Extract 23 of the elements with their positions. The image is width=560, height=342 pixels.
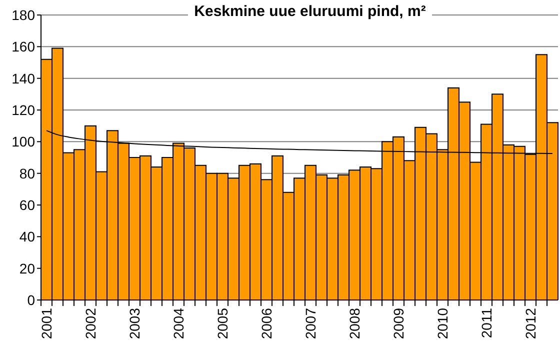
x-tick-label: 2009 <box>390 308 406 340</box>
x-tick-label: 2012 <box>522 308 538 340</box>
x-tick-label: 2003 <box>126 308 142 340</box>
x-tick-label: 2010 <box>434 308 450 340</box>
x-tick-label: 2005 <box>214 308 230 340</box>
x-tick-label: 2006 <box>258 308 274 340</box>
y-tick-label: 40 <box>19 228 36 245</box>
chart-title: Keskmine uue eluruumi pind, m² <box>188 3 432 20</box>
y-tick-label: 20 <box>19 260 36 276</box>
y-tick-label: 160 <box>12 38 36 55</box>
x-tick-label: 2004 <box>170 308 186 340</box>
x-tick-label: 2007 <box>302 308 318 340</box>
x-tick-label: 2011 <box>478 308 494 338</box>
x-tick-label: 2001 <box>38 308 54 340</box>
y-tick-label: 180 <box>12 6 36 23</box>
x-tick-label: 2002 <box>82 308 98 340</box>
y-tick-label: 120 <box>12 102 36 118</box>
x-tick-label: 2008 <box>346 308 362 340</box>
y-tick-label: 60 <box>19 196 36 213</box>
y-tick-label: 0 <box>27 292 36 308</box>
y-tick-label: 100 <box>12 134 36 150</box>
y-tick-label: 80 <box>19 165 36 182</box>
y-tick-label: 140 <box>12 70 36 86</box>
